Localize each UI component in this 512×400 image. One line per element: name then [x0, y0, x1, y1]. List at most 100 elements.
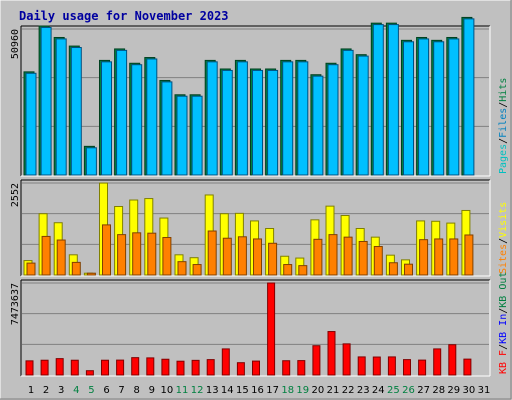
bar-files-day-1	[25, 72, 37, 176]
bar-sites-day-14	[222, 237, 232, 276]
bar-kb-f-day-2	[40, 359, 49, 376]
bar-kb-f-day-1	[25, 360, 34, 376]
bar-files-day-26	[403, 41, 414, 176]
panel-visits-sites: 2552 Sites/Visits	[10, 179, 509, 277]
bar-kb-f-day-22	[342, 343, 351, 376]
x-tick-label-4: 4	[73, 385, 79, 396]
bar-files-day-22	[342, 49, 354, 176]
bar-files-day-20	[312, 75, 324, 176]
bar-sites-day-29	[449, 238, 459, 276]
x-tick-label-21: 21	[327, 385, 340, 396]
x-tick-label-31: 31	[478, 385, 491, 396]
bar-sites-day-10	[162, 237, 172, 276]
bar-files-day-4	[70, 47, 82, 176]
bar-kb-f-day-11	[176, 360, 185, 376]
x-tick-label-22: 22	[342, 385, 355, 396]
bar-files-day-11	[176, 95, 188, 176]
bar-kb-f-day-15	[236, 362, 245, 376]
bar-files-day-2	[40, 26, 52, 176]
bar-files-day-12	[191, 95, 203, 176]
x-tick-label-12: 12	[191, 385, 204, 396]
bar-files-day-28	[433, 41, 445, 176]
bar-files-day-29	[448, 38, 460, 176]
chart-title: Daily usage for November 2023	[19, 9, 229, 23]
x-tick-label-5: 5	[88, 385, 94, 396]
bar-sites-day-27	[419, 239, 429, 276]
bar-files-day-5	[85, 147, 97, 176]
bar-sites-day-4	[71, 261, 81, 276]
bar-sites-day-16	[253, 238, 262, 276]
bar-kb-f-day-23	[357, 356, 366, 376]
bar-sites-day-8	[132, 232, 142, 276]
bar-kb-f-day-20	[312, 345, 321, 376]
x-tick-label-30: 30	[463, 385, 476, 396]
bar-files-day-18	[282, 61, 294, 176]
bar-files-day-15	[236, 61, 248, 176]
x-tick-label-7: 7	[118, 385, 124, 396]
x-tick-label-16: 16	[251, 385, 264, 396]
bar-sites-day-9	[147, 232, 157, 276]
y-max-label-kbf: 7473637	[10, 283, 21, 325]
bar-kb-f-day-24	[372, 356, 381, 376]
x-tick-label-14: 14	[221, 385, 234, 396]
bar-sites-day-1	[26, 262, 36, 276]
x-tick-label-2: 2	[43, 385, 49, 396]
bar-files-day-7	[116, 49, 128, 176]
legend-visits-sites: Sites/Visits	[498, 202, 509, 274]
bar-kb-f-day-26	[403, 359, 411, 376]
bar-kb-f-day-9	[146, 357, 155, 376]
x-tick-label-15: 15	[236, 385, 249, 396]
bar-sites-day-22	[343, 236, 353, 276]
bar-files-day-10	[161, 81, 173, 176]
bar-sites-day-28	[434, 238, 444, 276]
x-tick-label-17: 17	[266, 385, 279, 396]
bar-sites-day-2	[41, 235, 51, 276]
x-tick-label-23: 23	[357, 385, 370, 396]
bar-sites-day-11	[177, 261, 187, 276]
x-tick-label-1: 1	[28, 385, 34, 396]
legend-item: KB In	[498, 314, 509, 344]
x-tick-label-6: 6	[103, 385, 109, 396]
legend-item: Pages	[498, 144, 509, 174]
legend-item: Hits	[498, 78, 509, 102]
x-tick-label-26: 26	[402, 385, 415, 396]
x-tick-label-25: 25	[387, 385, 400, 396]
legend-item: Sites	[498, 244, 509, 274]
x-tick-label-3: 3	[58, 385, 64, 396]
bar-sites-day-7	[117, 234, 127, 276]
x-tick-label-9: 9	[149, 385, 155, 396]
x-tick-label-18: 18	[281, 385, 294, 396]
bar-files-day-9	[146, 58, 158, 176]
bar-kb-f-day-6	[101, 359, 109, 376]
bar-sites-day-3	[56, 239, 66, 276]
bar-kb-f-day-5	[85, 370, 94, 376]
y-max-label-visits-sites: 2552	[10, 183, 21, 207]
legend-item: KB F	[498, 350, 509, 374]
bar-kb-f-day-27	[418, 359, 427, 376]
bar-kb-f-day-13	[206, 359, 215, 376]
x-tick-label-8: 8	[134, 385, 140, 396]
bar-files-day-13	[206, 61, 218, 176]
x-tick-label-10: 10	[161, 385, 174, 396]
bar-files-day-19	[297, 61, 309, 176]
bar-kb-f-day-28	[433, 348, 442, 376]
x-tick-label-29: 29	[447, 385, 460, 396]
bar-kb-f-day-19	[297, 360, 306, 376]
bar-files-day-3	[55, 38, 67, 176]
bar-sites-day-19	[298, 265, 308, 276]
panel-hits-files-pages: 50960 Pages/Files/Hits	[10, 16, 509, 177]
x-tick-label-13: 13	[206, 385, 219, 396]
legend-hits-files-pages: Pages/Files/Hits	[498, 78, 509, 174]
x-tick-label-19: 19	[296, 385, 309, 396]
x-tick-label-27: 27	[417, 385, 430, 396]
bar-files-day-25	[387, 24, 399, 176]
bar-files-day-23	[357, 55, 369, 176]
bar-kb-f-day-12	[191, 359, 200, 376]
bar-sites-day-30	[464, 234, 474, 276]
bar-files-day-17	[267, 69, 279, 176]
legend-item: Visits	[498, 202, 509, 238]
x-tick-label-11: 11	[176, 385, 189, 396]
bar-sites-day-5	[86, 272, 96, 276]
bar-sites-day-20	[313, 238, 323, 276]
